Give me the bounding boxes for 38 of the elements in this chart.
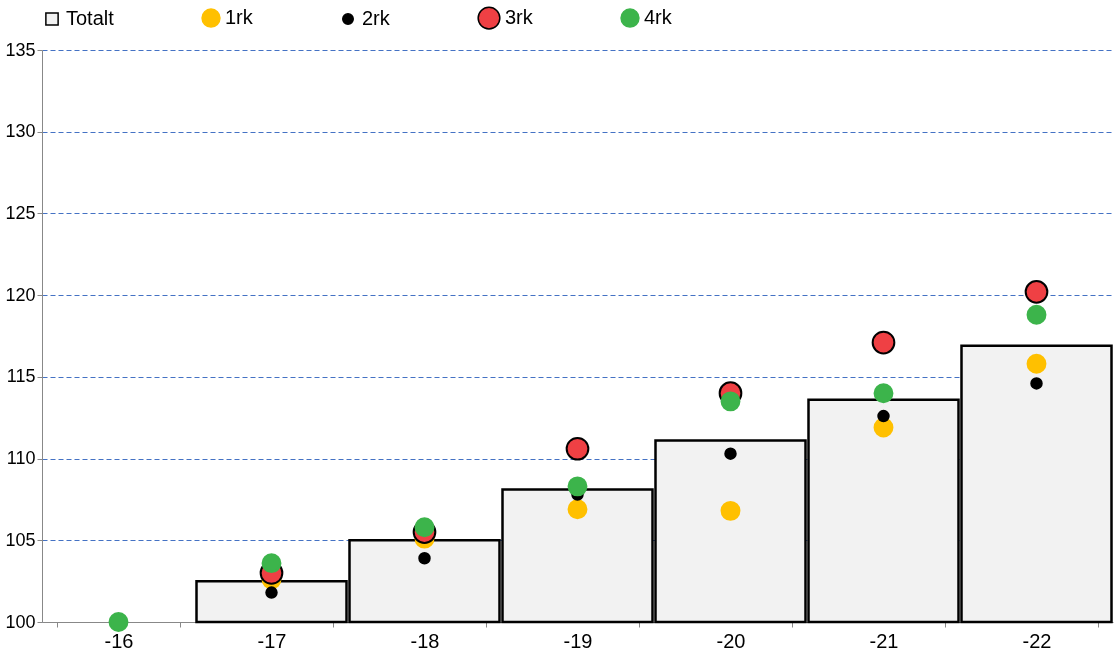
x-tick-label: -19 <box>563 629 593 652</box>
point <box>565 436 590 461</box>
legend-label: Totalt <box>66 7 115 29</box>
point <box>567 476 588 497</box>
x-tick-label: -16 <box>104 629 134 652</box>
point <box>1030 377 1043 390</box>
point <box>720 500 741 521</box>
x-tick-label: -22 <box>1022 629 1052 652</box>
y-tick-label: 115 <box>6 366 36 387</box>
x-tick-label: -18 <box>410 629 440 652</box>
point <box>1026 353 1047 374</box>
point <box>871 330 896 355</box>
x-tick-label: -21 <box>869 629 899 652</box>
point <box>265 586 278 599</box>
point <box>567 499 588 520</box>
y-tick-label: 135 <box>5 39 36 60</box>
legend-label: 1rk <box>225 6 254 29</box>
point <box>877 409 890 423</box>
y-tick-label: 130 <box>5 121 36 142</box>
point <box>720 391 741 412</box>
y-tick-label: 105 <box>5 529 36 550</box>
point <box>724 447 737 460</box>
point <box>418 552 431 565</box>
point <box>1026 304 1047 325</box>
y-tick-label: 120 <box>5 284 36 305</box>
x-tick-label: -17 <box>257 629 287 652</box>
y-tick-label: 100 <box>5 611 36 632</box>
point <box>1024 280 1049 304</box>
point <box>414 517 435 538</box>
legend-label: 2rk <box>362 7 391 29</box>
point <box>873 383 894 404</box>
x-tick-label: -20 <box>716 629 746 652</box>
point <box>108 612 129 632</box>
point <box>261 553 282 574</box>
legend-label: 3rk <box>505 6 534 29</box>
y-tick-label: 110 <box>6 448 36 469</box>
legend-label: 4rk <box>644 6 673 29</box>
y-tick-label: 125 <box>5 202 36 223</box>
